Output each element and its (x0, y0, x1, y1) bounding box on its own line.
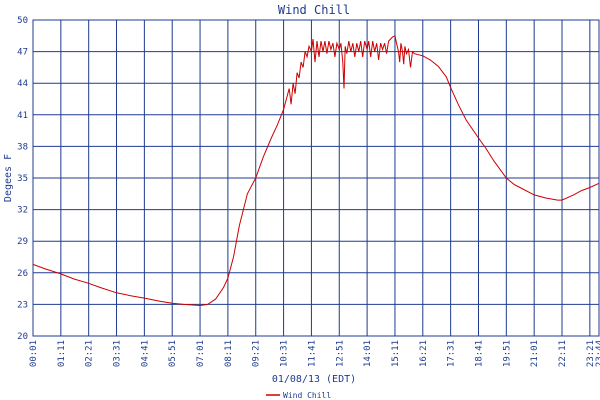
y-tick-label: 47 (17, 48, 28, 58)
x-tick-label: 16:21 (419, 340, 429, 367)
y-tick-label: 50 (17, 16, 28, 26)
x-tick-label: 01:11 (57, 340, 67, 367)
x-tick-labels: 00:01 01:11 02:21 03:31 04:41 05:51 07:01 08:11… (29, 340, 600, 367)
x-tick-label: 02:21 (85, 340, 95, 367)
x-axis-label: 01/08/13 (EDT) (272, 374, 356, 385)
y-tick-label: 29 (17, 237, 28, 247)
x-tick-label: 10:31 (280, 340, 290, 367)
legend: Wind Chill (266, 391, 331, 400)
y-tick-label: 38 (17, 142, 28, 152)
y-tick-label: 26 (17, 269, 28, 279)
y-tick-label: 20 (17, 332, 28, 342)
chart-title: Wind Chill (278, 3, 350, 17)
x-tick-label: 12:51 (335, 340, 345, 367)
series-group (32, 35, 600, 307)
x-tick-label: 17:31 (447, 340, 457, 367)
y-axis-label: Degees F (3, 154, 14, 202)
y-tick-label: 44 (17, 79, 28, 89)
x-tick-label: 18:41 (474, 340, 484, 367)
x-tick-label: 11:41 (307, 340, 317, 367)
x-tick-label: 19:51 (502, 340, 512, 367)
x-tick-label: 07:01 (196, 340, 206, 367)
y-tick-labels: 20 23 26 29 32 35 38 41 44 47 50 (17, 16, 28, 342)
y-tick-label: 32 (17, 206, 28, 216)
x-tick-label: 22:11 (558, 340, 568, 367)
x-tick-label: 09:21 (252, 340, 262, 367)
x-tick-label: 23:21 (586, 340, 596, 367)
x-tick-label: 23:44 (595, 340, 600, 367)
x-tick-label: 03:31 (113, 340, 123, 367)
y-tick-label: 41 (17, 111, 28, 121)
x-tick-label: 14:01 (363, 340, 373, 367)
x-tick-label: 21:01 (530, 340, 540, 367)
x-tick-label: 04:41 (140, 340, 150, 367)
x-tick-label: 05:51 (168, 340, 178, 367)
y-tick-label: 23 (17, 300, 28, 310)
x-tick-label: 08:11 (224, 340, 234, 367)
x-tick-label: 00:01 (29, 340, 39, 367)
y-tick-label: 35 (17, 174, 28, 184)
x-tick-label: 15:11 (391, 340, 401, 367)
legend-label: Wind Chill (283, 391, 331, 400)
series-line-wind-chill (32, 35, 600, 307)
